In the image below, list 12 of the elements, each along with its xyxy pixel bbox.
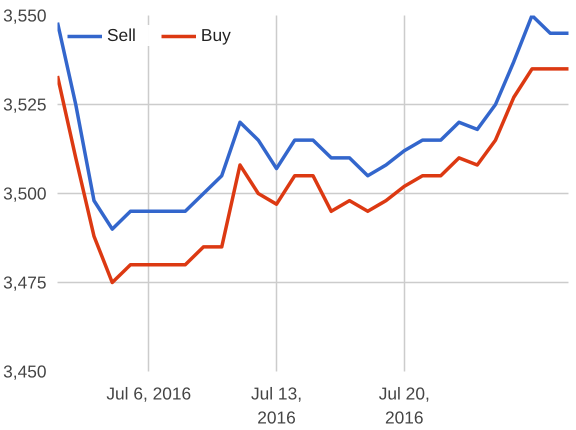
x-tick-label: Jul 13, 2016: [250, 384, 302, 428]
line-series: [58, 67, 568, 284]
line-series: [58, 16, 568, 231]
y-tick-label: 3,475: [3, 272, 47, 292]
y-tick-label: 3,550: [3, 6, 47, 26]
x-tick-label: Jul 6, 2016: [106, 384, 192, 404]
y-tick-label: 3,500: [3, 184, 47, 204]
legend-label: Buy: [200, 25, 231, 46]
x-tick-label: Jul 20, 2016: [378, 384, 430, 428]
y-tick-label: 3,450: [3, 362, 47, 382]
y-tick-label: 3,525: [3, 94, 47, 114]
legend-label: Sell: [107, 25, 136, 46]
